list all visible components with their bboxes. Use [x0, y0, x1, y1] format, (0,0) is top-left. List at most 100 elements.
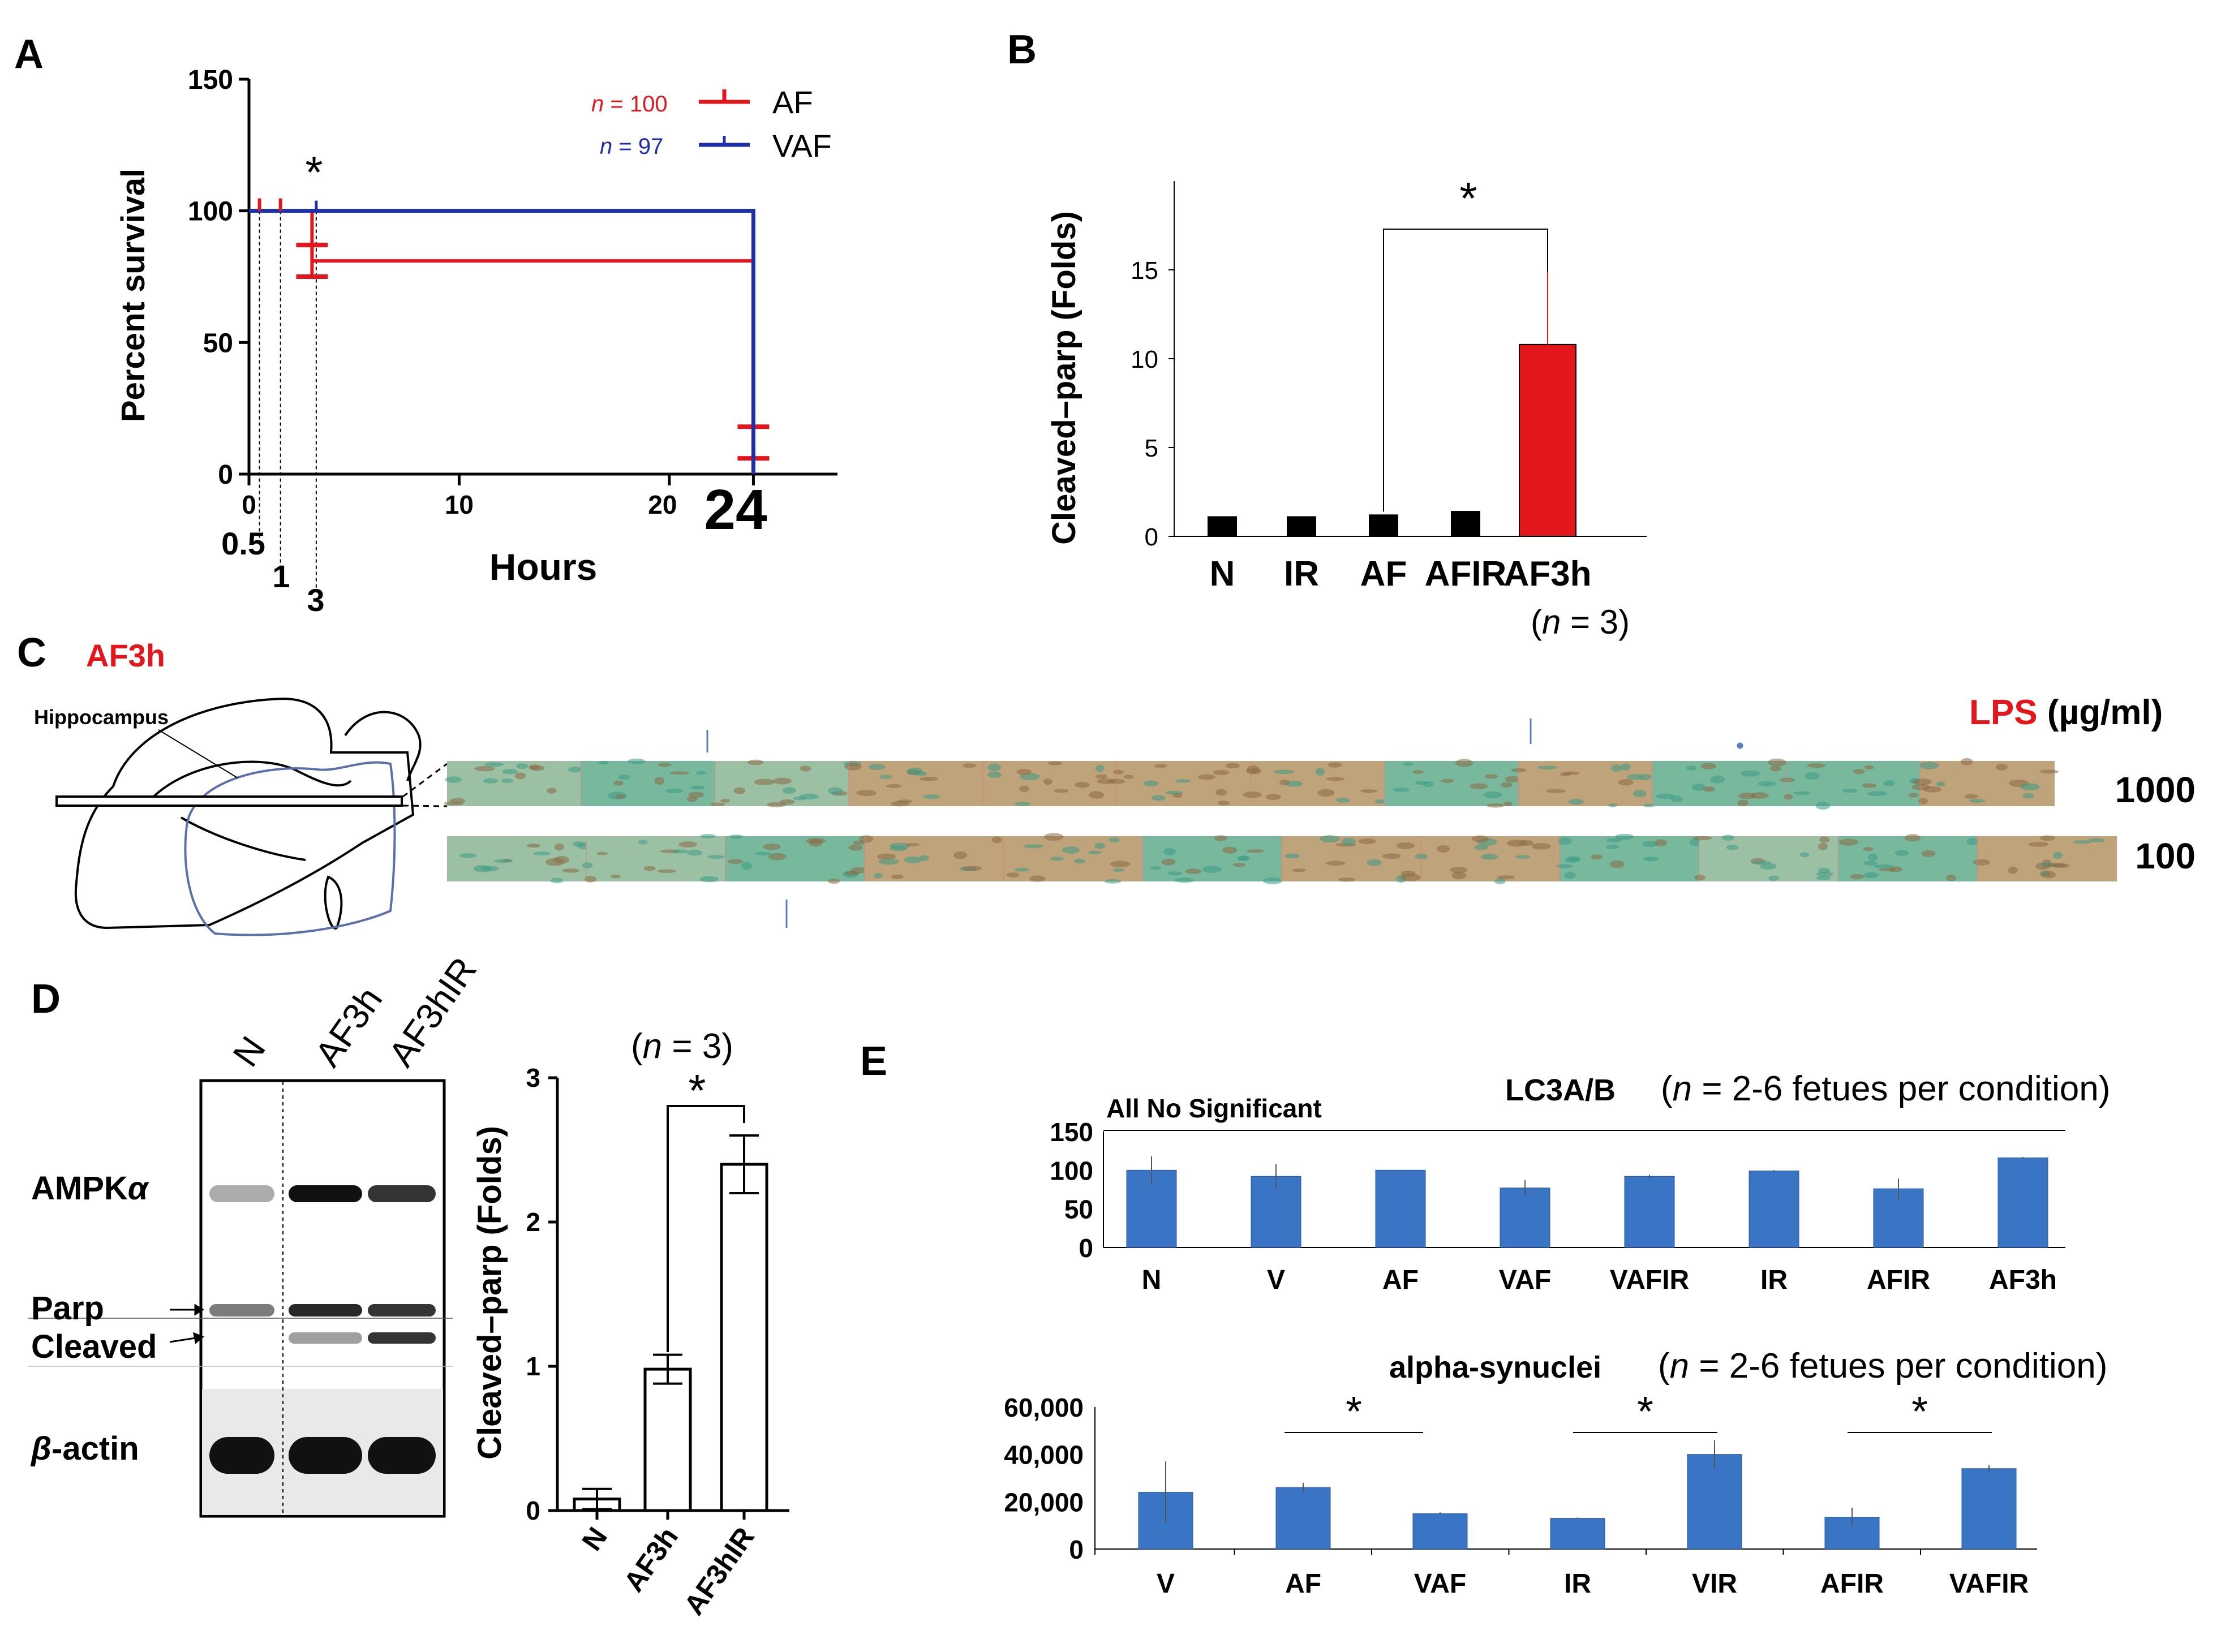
strip-100-cell	[1850, 874, 1865, 880]
strip-1000-cell	[1096, 774, 1108, 779]
strip-100-segment	[725, 836, 865, 881]
blot-label-actin: β-actin	[30, 1430, 139, 1467]
strip-1000-cell	[879, 775, 892, 779]
strip-1000-cell	[710, 802, 725, 806]
e2-xtick-label: VAFIR	[1949, 1569, 2029, 1599]
ampk-band	[289, 1185, 362, 1202]
strip-100-cell	[1341, 837, 1356, 846]
strip-100-cell	[1163, 847, 1176, 856]
strip-100-cell	[1819, 836, 1830, 843]
e2-xtick-label: VAF	[1414, 1569, 1466, 1599]
ampk-band	[368, 1185, 436, 1202]
strip-100-cell	[1246, 849, 1265, 853]
strip-100-cell	[1966, 838, 1980, 845]
strip-100-cell	[596, 851, 608, 855]
strip-1000-cell	[628, 758, 646, 764]
blot-lane-af3h: AF3h	[307, 979, 390, 1074]
strip-1000-cell	[1611, 764, 1622, 772]
d-ytick-label: 2	[526, 1207, 540, 1237]
strip-1000-cell	[1500, 782, 1513, 788]
blot-arrows	[169, 1303, 204, 1344]
strip-100-cell	[1518, 840, 1534, 846]
strip-100-cell	[1358, 838, 1376, 845]
panel-e1-annotation: All No Significant	[1106, 1094, 1322, 1123]
strip-100-cell	[1480, 854, 1498, 860]
e2-sig-star: *	[1346, 1388, 1362, 1435]
panel-d-n-note: (n = 3)	[631, 1027, 733, 1066]
strip-100-cell	[672, 849, 688, 854]
strip-100-cell	[2052, 863, 2070, 868]
strip-100-cell	[1863, 847, 1874, 851]
strip-1000-cell	[1487, 803, 1505, 808]
zoom-line-top	[402, 763, 448, 798]
strip-100-segment	[1142, 836, 1282, 881]
panel-label-a: A	[14, 32, 44, 77]
strip-1000-segment	[447, 761, 582, 806]
strip-100-cell	[1610, 860, 1625, 868]
strip-1000-cell	[502, 769, 518, 775]
strip-1000-cell	[613, 780, 624, 786]
strip-1000-cell	[686, 796, 698, 802]
strip-1000-cell	[1265, 794, 1281, 801]
e2-bar-vafir	[1961, 1468, 2017, 1550]
strip-100-cell	[1338, 877, 1356, 882]
lps-label: LPS (µg/ml)	[1969, 693, 2163, 732]
strip-100-cell	[1863, 872, 1879, 878]
strip-1000-cell	[868, 764, 886, 771]
d-ytick-label: 1	[526, 1352, 540, 1381]
e2-sig-star: *	[1911, 1388, 1928, 1435]
strip-100-cell	[1023, 844, 1043, 849]
strip-1000-cell	[1620, 763, 1631, 771]
strip-100-cell	[493, 859, 513, 863]
b-bar-n	[1208, 516, 1237, 537]
strip-1000-cell	[1015, 802, 1031, 806]
strip-100-cell	[844, 871, 860, 876]
strip-1000-segment	[1384, 761, 1519, 806]
strip-100-cell	[848, 844, 863, 851]
b-ytick-label: 5	[1145, 434, 1158, 462]
strip-1000-cell	[907, 767, 923, 775]
strip-1000-cell	[1638, 773, 1652, 781]
e2-bar-ir	[1550, 1518, 1605, 1550]
strip-100-cell	[1109, 837, 1120, 842]
strip-1000-cell	[658, 763, 672, 767]
strip-1000-cell	[1737, 799, 1749, 807]
strip-1000-cell	[1740, 770, 1760, 777]
strip-100-cell	[554, 855, 569, 864]
strip-100-cell	[890, 842, 910, 850]
strip-100-cell	[891, 874, 904, 879]
strip-1000-cell	[1402, 762, 1414, 767]
strip-1000-cell	[1123, 775, 1134, 779]
strip-1000-cell	[1865, 765, 1874, 770]
strip-1000-cell	[1815, 802, 1831, 810]
strip-100-cell	[1768, 875, 1779, 881]
strip-100-cell	[1014, 867, 1029, 872]
strip-1000-cell	[547, 788, 557, 794]
strip-100-cell	[2040, 871, 2056, 879]
strip-100-cell	[700, 834, 716, 838]
strip-100-cell	[1643, 857, 1659, 862]
d-sig-bracket	[667, 1105, 745, 1352]
strip-1000-cell	[1423, 781, 1434, 788]
strip-1000-cell	[1412, 769, 1424, 774]
strip-100-cell	[527, 844, 541, 848]
strip-100-cell	[1232, 863, 1246, 867]
b-ytick-label: 0	[1145, 523, 1158, 551]
strip-100-cell	[1760, 863, 1777, 870]
arrow-cleaved-head	[193, 1332, 204, 1344]
strip-100-cell	[904, 856, 922, 863]
strip-100-cell	[1174, 877, 1194, 883]
strip-1000-cell	[772, 777, 792, 785]
strip-100-cell	[763, 844, 781, 850]
strip-100-cell	[1202, 866, 1222, 874]
strip-100-cell	[1606, 838, 1622, 843]
b-bar-af	[1369, 514, 1398, 537]
e1-bar-ir	[1749, 1171, 1799, 1248]
strip-100-cell	[1973, 859, 1990, 866]
a-xtick-label: 0	[242, 490, 256, 519]
blot-lane-af3hir: AF3hIR	[380, 950, 484, 1074]
panel-e1-n-note: (n = 2-6 fetues per condition)	[1661, 1069, 2110, 1108]
strip-1000-cell	[1245, 768, 1262, 775]
panel-e2-title: alpha-synuclei	[1389, 1350, 1601, 1384]
